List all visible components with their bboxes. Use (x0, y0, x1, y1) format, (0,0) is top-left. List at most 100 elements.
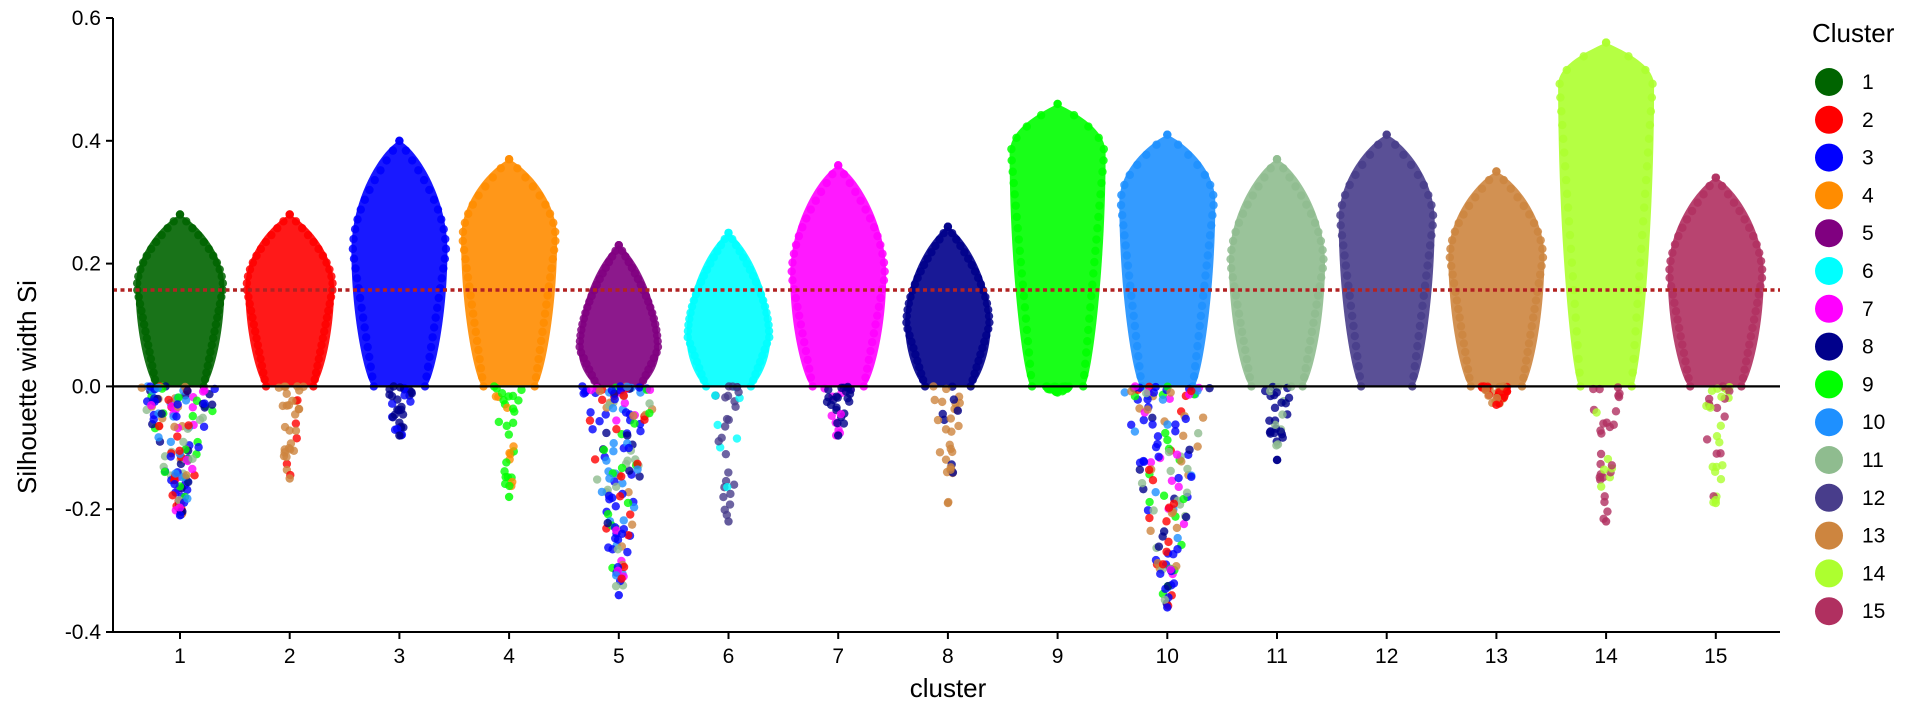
point (1752, 240, 1761, 249)
point (406, 397, 415, 406)
cluster-11-positive-body (1229, 159, 1325, 387)
point (902, 318, 911, 327)
point (1162, 547, 1171, 556)
point (720, 505, 729, 515)
legend-label: 4 (1862, 184, 1874, 207)
point (1189, 372, 1199, 381)
point (1146, 458, 1156, 467)
point (505, 448, 514, 458)
point (902, 311, 911, 321)
point (188, 403, 198, 412)
point (806, 373, 816, 382)
point (242, 279, 252, 288)
point (132, 279, 142, 288)
point (1745, 340, 1754, 349)
point (1641, 65, 1650, 75)
point (611, 534, 620, 543)
point (1702, 435, 1712, 444)
point (1344, 281, 1353, 290)
x-tick-label: 5 (613, 645, 625, 668)
point (508, 418, 518, 428)
point (1254, 182, 1263, 191)
point (721, 449, 731, 459)
point (540, 309, 550, 318)
point (1243, 200, 1252, 209)
point (1016, 257, 1026, 267)
point (136, 265, 145, 274)
point (913, 356, 922, 366)
point (382, 156, 391, 165)
point (1144, 465, 1154, 475)
point (1149, 388, 1158, 397)
point (723, 391, 733, 401)
point (1424, 251, 1434, 260)
point (1036, 111, 1046, 120)
point (1131, 331, 1141, 341)
point (1160, 595, 1170, 605)
point (504, 430, 514, 439)
point (1309, 318, 1318, 327)
point (1173, 533, 1182, 543)
point (874, 302, 884, 312)
point (833, 393, 842, 402)
point (1087, 291, 1096, 301)
point (348, 244, 358, 254)
point (153, 383, 163, 393)
point (1152, 140, 1161, 149)
point (1237, 327, 1247, 337)
point (149, 368, 158, 377)
point (285, 426, 294, 435)
point (909, 343, 918, 353)
point (1674, 323, 1684, 333)
point (1195, 321, 1204, 331)
point (352, 274, 362, 283)
point (1740, 365, 1749, 374)
point (635, 472, 644, 481)
point (836, 410, 846, 419)
point (245, 299, 254, 309)
point (166, 437, 176, 447)
point (261, 237, 271, 247)
point (1749, 231, 1758, 241)
point (252, 251, 261, 260)
point (1358, 160, 1367, 170)
point (463, 273, 473, 282)
point (407, 389, 416, 398)
point (1599, 419, 1608, 428)
point (1319, 254, 1328, 264)
point (798, 223, 807, 232)
point (918, 375, 928, 385)
point (1310, 218, 1320, 228)
legend-label: 3 (1862, 147, 1874, 170)
point (194, 230, 203, 240)
point (1024, 348, 1034, 357)
point (592, 475, 602, 484)
point (1234, 309, 1244, 318)
point (1193, 341, 1202, 351)
point (1740, 215, 1749, 224)
point (869, 329, 879, 338)
legend-swatch (1815, 559, 1843, 588)
point (1187, 386, 1196, 396)
point (1148, 420, 1157, 429)
point (546, 273, 555, 282)
point (1201, 271, 1210, 280)
point (255, 347, 264, 357)
point (1125, 170, 1134, 180)
cluster-6-swarm (683, 228, 774, 526)
point (474, 191, 483, 200)
point (716, 240, 726, 250)
point (1227, 264, 1236, 273)
point (1350, 331, 1359, 341)
point (841, 387, 851, 396)
point (1646, 107, 1656, 116)
point (722, 414, 732, 424)
point (202, 368, 211, 377)
x-tick-label: 4 (503, 645, 515, 668)
point (1136, 372, 1145, 381)
point (1729, 198, 1739, 207)
point (184, 477, 193, 487)
cluster-1-positive-body (135, 214, 225, 387)
point (1558, 120, 1567, 130)
